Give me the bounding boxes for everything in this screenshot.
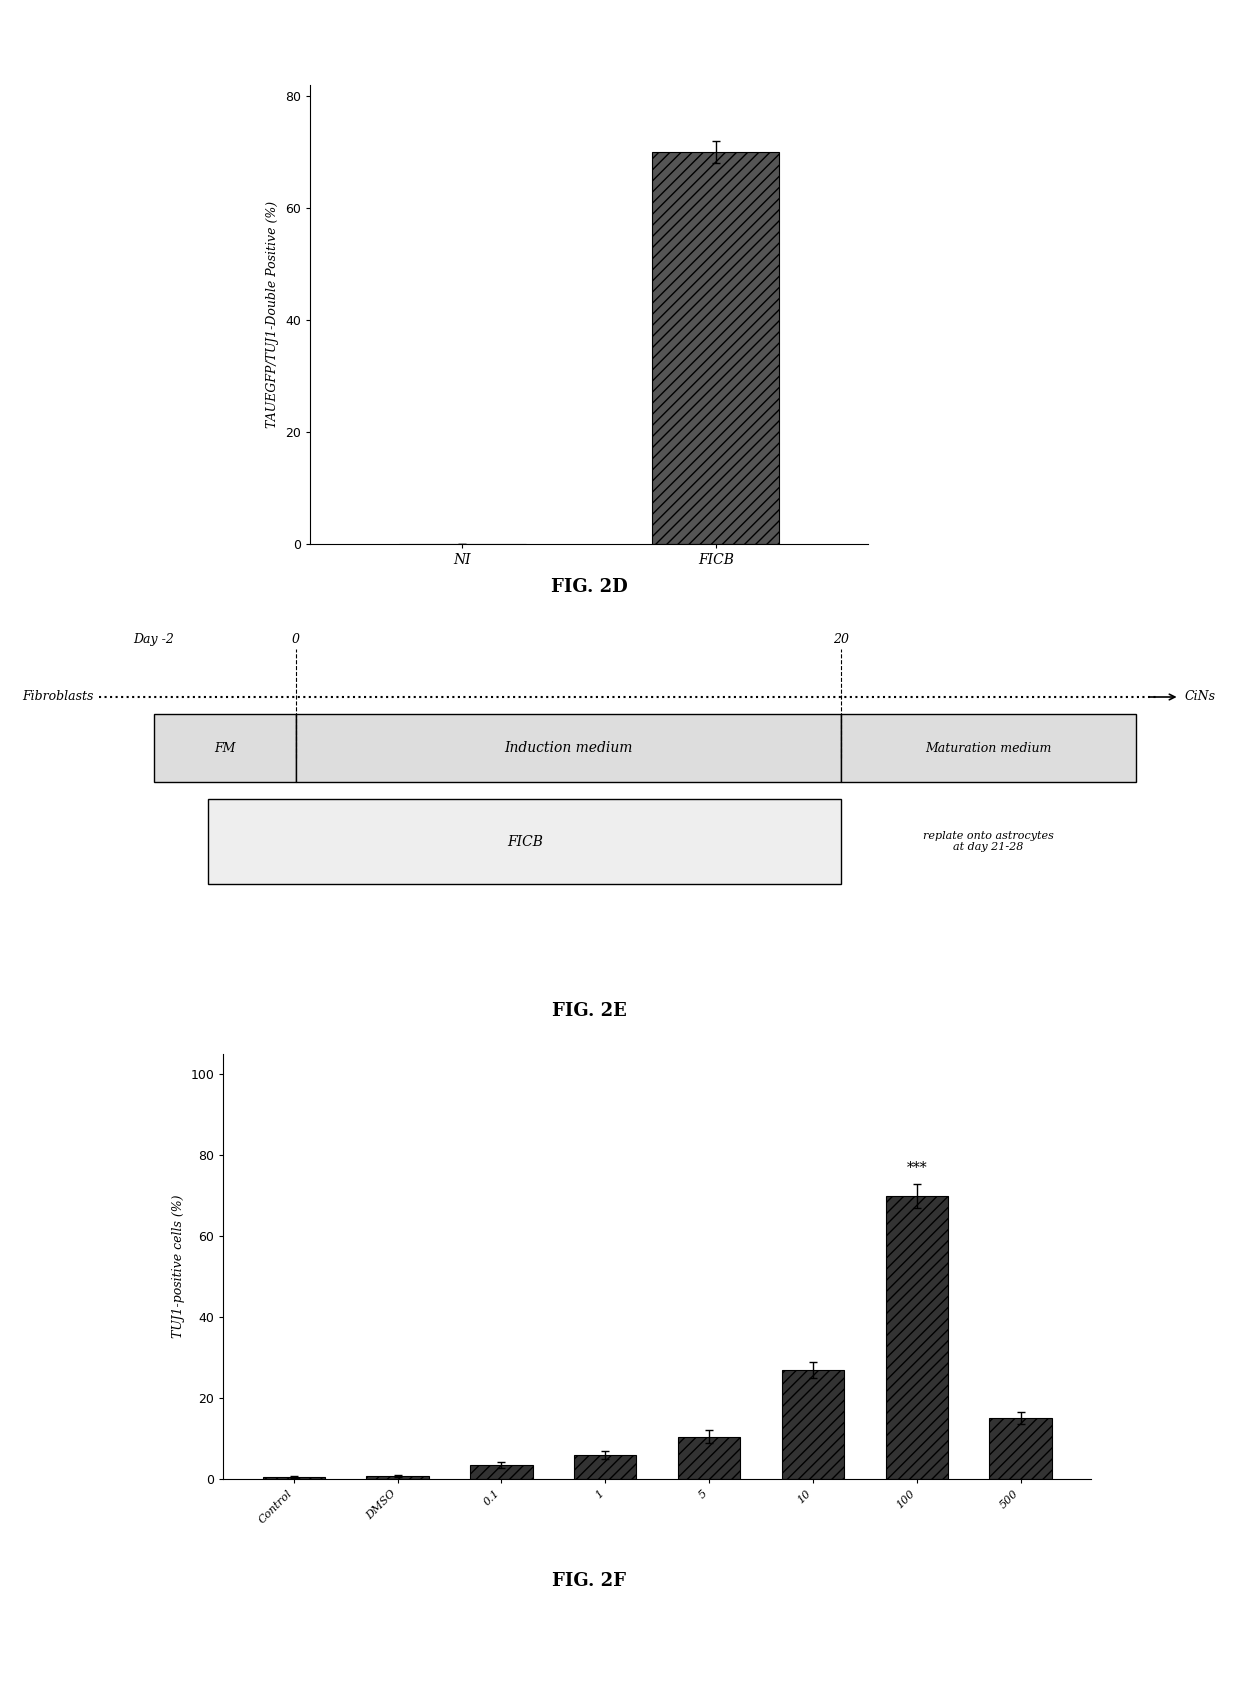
Text: Maturation medium: Maturation medium <box>925 741 1052 755</box>
FancyBboxPatch shape <box>154 714 295 782</box>
Bar <box>652 153 779 544</box>
Bar <box>990 1418 1052 1479</box>
Bar <box>470 1465 533 1479</box>
Text: CiNs: CiNs <box>1185 690 1216 704</box>
Bar <box>367 1476 429 1479</box>
Y-axis label: TAUEGFP/TUJ1-Double Positive (%): TAUEGFP/TUJ1-Double Positive (%) <box>267 201 279 428</box>
FancyBboxPatch shape <box>208 799 841 884</box>
Text: FM: FM <box>215 741 236 755</box>
Bar <box>263 1477 325 1479</box>
Bar <box>574 1455 636 1479</box>
Text: FICB: FICB <box>507 835 543 848</box>
Text: ***: *** <box>906 1161 928 1175</box>
Bar <box>885 1195 947 1479</box>
Text: replate onto astrocytes
at day 21-28: replate onto astrocytes at day 21-28 <box>923 831 1054 852</box>
Text: FIG. 2F: FIG. 2F <box>552 1572 626 1590</box>
Text: Induction medium: Induction medium <box>505 741 632 755</box>
Text: 0: 0 <box>291 632 300 646</box>
Bar <box>781 1370 844 1479</box>
FancyBboxPatch shape <box>295 714 841 782</box>
Bar <box>678 1436 740 1479</box>
Text: FIG. 2E: FIG. 2E <box>552 1003 626 1020</box>
Text: 20: 20 <box>833 632 849 646</box>
Text: FIG. 2D: FIG. 2D <box>551 578 627 595</box>
Text: Day -2: Day -2 <box>134 632 174 646</box>
Text: Fibroblasts: Fibroblasts <box>22 690 94 704</box>
Y-axis label: TUJ1-positive cells (%): TUJ1-positive cells (%) <box>172 1195 185 1338</box>
FancyBboxPatch shape <box>841 714 1136 782</box>
